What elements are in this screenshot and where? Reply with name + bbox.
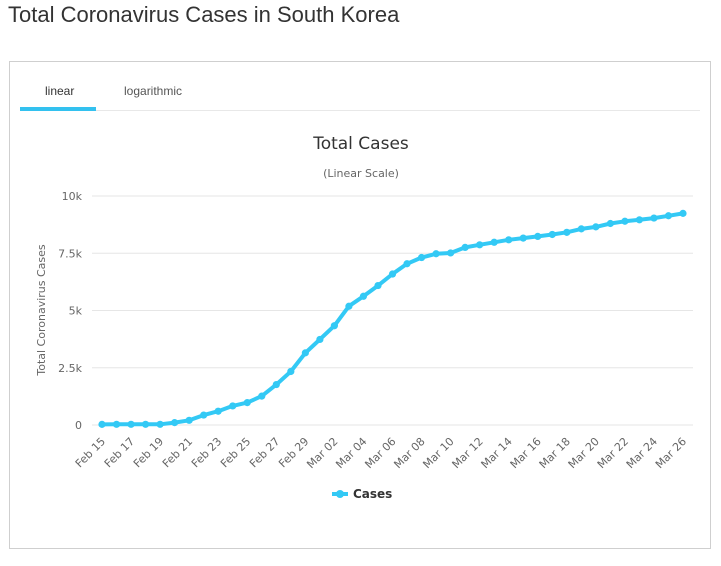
data-point[interactable] (650, 214, 658, 222)
grid-lines (92, 195, 693, 426)
legend[interactable]: Cases (332, 487, 392, 501)
x-tick-label: Feb 25 (218, 435, 253, 470)
y-tick-label: 7.5k (58, 247, 82, 260)
data-point[interactable] (548, 230, 556, 239)
x-tick-label: Mar 24 (624, 435, 660, 471)
data-point[interactable] (301, 349, 309, 357)
x-tick-label: Mar 08 (391, 435, 427, 471)
data-point[interactable] (388, 270, 397, 278)
data-point[interactable] (156, 420, 164, 428)
x-tick-label: Feb 19 (131, 435, 166, 470)
data-point[interactable] (606, 219, 614, 228)
x-tick-label: Mar 12 (450, 435, 486, 471)
data-point[interactable] (505, 236, 513, 244)
data-point[interactable] (417, 253, 426, 262)
data-point[interactable] (403, 260, 411, 268)
chart-title: Total Cases (312, 134, 409, 154)
scale-tabs: linear logarithmic (20, 78, 700, 111)
data-point[interactable] (272, 380, 280, 389)
data-point[interactable] (621, 217, 629, 225)
x-tick-label: Feb 17 (102, 435, 137, 470)
x-tick-label: Mar 22 (595, 435, 631, 471)
data-point[interactable] (664, 212, 673, 220)
data-point[interactable] (316, 335, 324, 344)
data-point[interactable] (200, 411, 208, 419)
x-tick-label: Feb 23 (189, 435, 224, 470)
legend-cases-label: Cases (353, 487, 392, 501)
x-tick-label: Mar 26 (653, 435, 689, 471)
page-title: Total Coronavirus Cases in South Korea (8, 2, 400, 27)
data-point[interactable] (519, 234, 527, 242)
legend-cases-marker (336, 490, 344, 498)
data-point[interactable] (592, 223, 600, 231)
data-point[interactable] (635, 216, 644, 224)
series-line-cases (100, 211, 685, 427)
x-tick-label: Mar 04 (333, 435, 369, 471)
series-cases (98, 209, 687, 428)
y-tick-label: 0 (75, 419, 82, 432)
data-point[interactable] (287, 367, 295, 376)
data-point[interactable] (214, 407, 222, 415)
x-tick-label: Feb 15 (73, 435, 108, 470)
data-point[interactable] (258, 392, 266, 400)
data-point[interactable] (243, 399, 251, 407)
data-point[interactable] (229, 402, 237, 410)
chart-panel: linear logarithmic (9, 61, 711, 549)
x-tick-label: Feb 27 (247, 435, 282, 470)
data-point[interactable] (141, 420, 150, 428)
y-tick-label: 5k (69, 305, 83, 318)
data-point[interactable] (461, 243, 469, 252)
x-tick-label: Mar 16 (508, 435, 544, 471)
data-point[interactable] (577, 225, 585, 233)
tab-logarithmic[interactable]: logarithmic (124, 84, 183, 98)
tab-linear[interactable]: linear (45, 84, 75, 98)
data-point[interactable] (374, 281, 382, 290)
chart-subtitle: (Linear Scale) (323, 167, 399, 180)
x-tick-label: Mar 14 (479, 435, 515, 471)
data-point[interactable] (679, 209, 687, 217)
y-tick-label: 2.5k (58, 362, 82, 375)
data-point[interactable] (490, 238, 498, 246)
x-tick-label: Mar 02 (304, 435, 340, 471)
data-point[interactable] (534, 232, 542, 240)
data-point[interactable] (447, 249, 455, 257)
y-tick-label: 10k (62, 190, 83, 203)
x-tick-label: Feb 21 (160, 435, 195, 470)
data-point[interactable] (563, 228, 571, 236)
data-point[interactable] (330, 322, 338, 330)
data-point[interactable] (98, 420, 106, 428)
x-tick-label: Mar 20 (566, 435, 602, 471)
x-tick-label: Mar 10 (420, 435, 456, 471)
x-tick-label: Mar 18 (537, 435, 573, 471)
data-point[interactable] (127, 420, 135, 428)
data-point[interactable] (345, 302, 353, 310)
active-tab-indicator (20, 107, 96, 111)
data-point[interactable] (171, 419, 179, 427)
data-point[interactable] (185, 416, 193, 424)
y-axis-ticks: 0 2.5k 5k 7.5k 10k (58, 190, 82, 432)
data-point[interactable] (359, 292, 368, 300)
y-axis-label: Total Coronavirus Cases (35, 244, 48, 377)
x-tick-label: Mar 06 (362, 435, 398, 471)
data-point[interactable] (476, 241, 484, 249)
data-point[interactable] (112, 420, 121, 428)
data-point[interactable] (432, 250, 440, 258)
